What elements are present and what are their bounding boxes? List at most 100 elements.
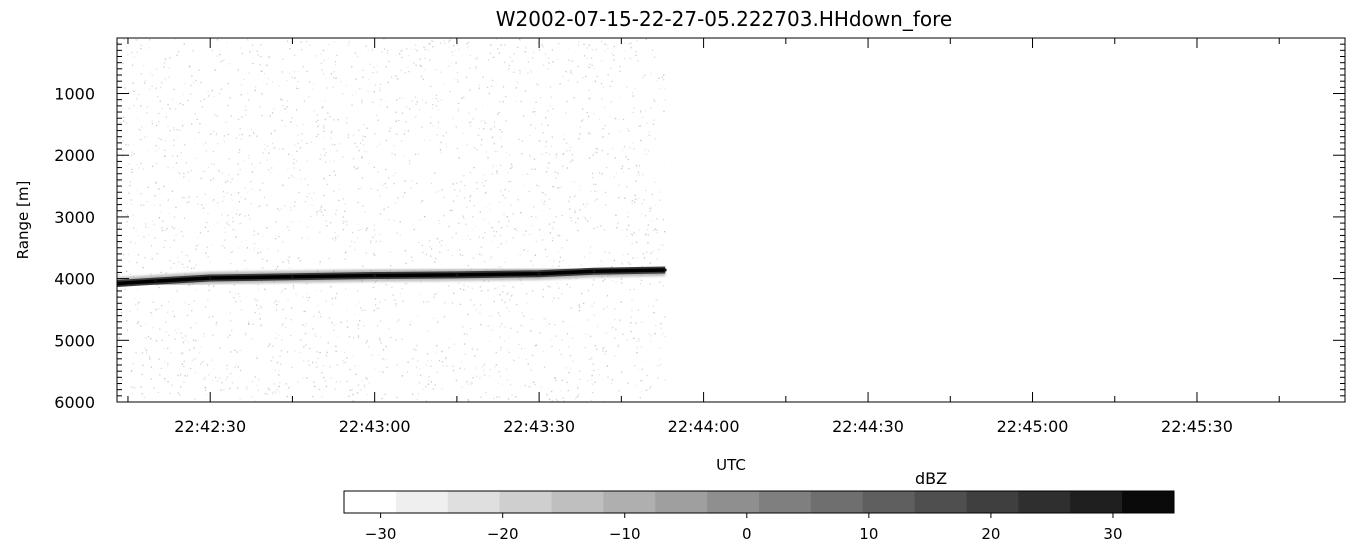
noise-speckle (452, 183, 454, 185)
noise-speckle (220, 389, 222, 391)
noise-speckle (151, 74, 153, 76)
noise-speckle (144, 347, 146, 349)
noise-speckle (144, 80, 147, 82)
noise-speckle (124, 87, 126, 89)
noise-speckle (397, 197, 399, 199)
noise-speckle (519, 386, 521, 388)
noise-speckle (157, 96, 159, 98)
noise-speckle (174, 329, 176, 331)
noise-speckle (355, 91, 357, 93)
noise-speckle (498, 52, 500, 54)
noise-speckle (133, 143, 135, 145)
noise-speckle (179, 102, 181, 105)
noise-speckle (509, 180, 511, 182)
noise-speckle (499, 129, 501, 131)
noise-speckle (451, 397, 453, 399)
noise-speckle (627, 128, 629, 130)
noise-speckle (496, 150, 498, 153)
noise-speckle (286, 106, 288, 108)
noise-speckle (183, 176, 185, 178)
noise-speckle (165, 116, 167, 118)
noise-speckle (591, 375, 593, 377)
colorbar: dBZ −30 −20 −10 0 10 20 30 (343, 469, 1175, 543)
noise-speckle (365, 45, 367, 47)
noise-speckle (306, 40, 308, 43)
colorbar-label: dBZ (915, 469, 947, 488)
noise-speckle (390, 336, 392, 338)
noise-speckle (351, 66, 353, 68)
noise-speckle (569, 286, 571, 288)
noise-speckle (192, 50, 195, 52)
noise-speckle (167, 311, 169, 313)
noise-speckle (524, 45, 526, 47)
noise-speckle (395, 111, 397, 113)
noise-speckle (453, 45, 455, 47)
noise-speckle (560, 186, 562, 188)
noise-speckle (307, 360, 309, 362)
noise-speckle (183, 381, 185, 383)
noise-speckle (484, 206, 487, 209)
noise-speckle (360, 186, 362, 189)
noise-speckle (641, 390, 643, 392)
noise-speckle (635, 180, 637, 182)
noise-speckle (559, 261, 561, 263)
noise-speckle (372, 101, 374, 103)
noise-speckle (375, 71, 378, 73)
noise-speckle (245, 114, 247, 116)
noise-speckle (591, 357, 593, 359)
noise-speckle (659, 281, 661, 283)
noise-speckle (282, 323, 284, 325)
noise-speckle (288, 387, 290, 389)
noise-speckle (533, 206, 535, 208)
noise-speckle (425, 400, 428, 402)
noise-speckle (524, 347, 526, 349)
noise-speckle (647, 224, 649, 226)
noise-speckle (271, 167, 273, 169)
noise-speckle (231, 382, 234, 384)
noise-speckle (422, 78, 424, 80)
noise-speckle (304, 178, 306, 180)
noise-speckle (561, 214, 563, 217)
noise-speckle (357, 336, 359, 339)
noise-speckle (429, 59, 431, 61)
noise-speckle (130, 386, 133, 388)
noise-speckle (590, 191, 592, 193)
noise-speckle (536, 83, 538, 85)
noise-speckle (294, 144, 296, 146)
noise-speckle (584, 346, 587, 349)
noise-speckle (630, 316, 632, 318)
noise-speckle (261, 70, 263, 72)
noise-speckle (440, 99, 443, 101)
noise-speckle (118, 274, 120, 276)
noise-speckle (317, 119, 319, 121)
noise-speckle (461, 97, 463, 99)
noise-speckle (255, 355, 257, 357)
noise-speckle (382, 371, 384, 373)
noise-speckle (138, 301, 140, 304)
noise-speckle (276, 361, 279, 364)
noise-speckle (583, 302, 585, 304)
noise-speckle (469, 67, 471, 70)
noise-speckle (600, 40, 603, 42)
noise-speckle (202, 377, 204, 380)
noise-speckle (349, 245, 351, 247)
noise-speckle (551, 345, 553, 348)
noise-speckle (552, 108, 554, 110)
noise-speckle (273, 302, 275, 304)
noise-speckle (565, 112, 567, 114)
noise-speckle (650, 385, 652, 388)
noise-speckle (549, 86, 552, 88)
noise-speckle (654, 56, 656, 58)
noise-speckle (161, 227, 163, 229)
noise-speckle (416, 344, 418, 347)
noise-speckle (278, 369, 280, 372)
noise-speckle (148, 47, 150, 49)
noise-speckle (441, 189, 443, 191)
noise-speckle (203, 360, 205, 362)
noise-speckle (321, 62, 323, 64)
noise-speckle (137, 254, 140, 256)
noise-speckle (346, 117, 348, 119)
noise-speckle (216, 55, 219, 57)
noise-speckle (233, 297, 235, 299)
noise-speckle (297, 88, 300, 90)
